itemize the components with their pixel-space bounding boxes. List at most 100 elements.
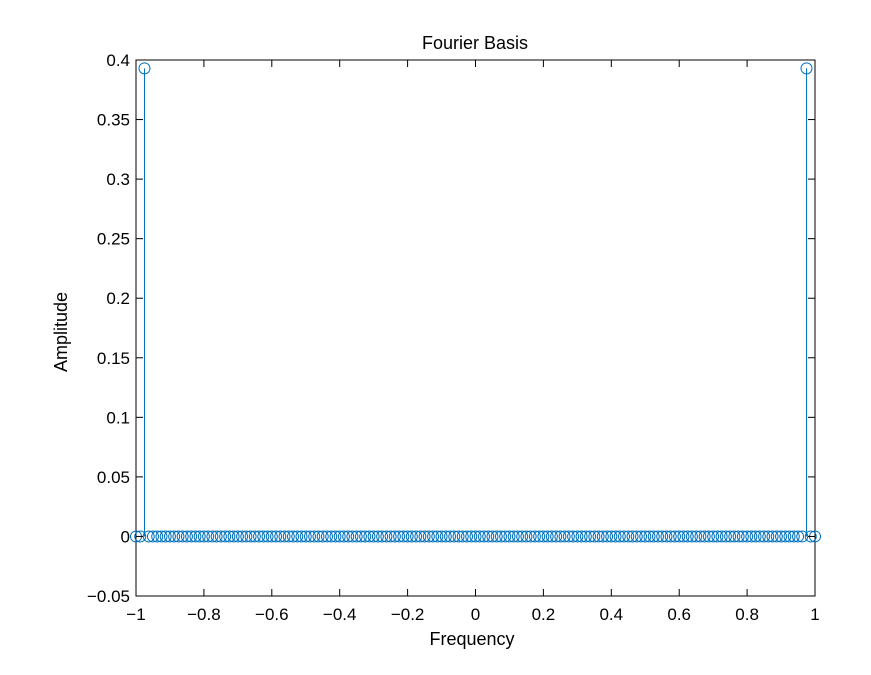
stem-marker	[223, 530, 236, 543]
y-axis-label: Amplitude	[51, 292, 71, 372]
x-tick-label: 0.6	[667, 605, 691, 624]
stem-marker	[393, 530, 406, 543]
stem-marker	[681, 530, 694, 543]
x-tick-label: −0.6	[255, 605, 289, 624]
stem-marker	[758, 530, 771, 543]
stem-marker	[295, 530, 308, 543]
stem-marker	[206, 530, 219, 543]
stem-marker	[202, 530, 215, 543]
x-tick-label: −1	[126, 605, 145, 624]
stem-marker	[558, 530, 571, 543]
stem-marker	[588, 530, 601, 543]
stem-marker	[397, 530, 410, 543]
stem-marker	[715, 530, 728, 543]
stem-marker	[303, 530, 316, 543]
stem-marker	[651, 530, 664, 543]
stem-marker	[732, 530, 745, 543]
stem-marker	[753, 530, 766, 543]
stem-marker	[244, 530, 257, 543]
stem-marker	[146, 530, 159, 543]
stem-marker	[711, 530, 724, 543]
x-tick-label: −0.2	[391, 605, 425, 624]
stem-marker	[664, 530, 677, 543]
stem-marker	[749, 530, 762, 543]
stem-marker	[185, 530, 198, 543]
stem-marker	[248, 530, 261, 543]
stem-marker	[804, 530, 817, 543]
stem-marker	[384, 530, 397, 543]
x-axis-label: Frequency	[429, 629, 514, 649]
stem-marker	[159, 530, 172, 543]
stem-marker	[571, 530, 584, 543]
stem-marker	[410, 530, 423, 543]
stem-marker	[567, 530, 580, 543]
stem-marker	[787, 530, 800, 543]
stem-marker	[354, 530, 367, 543]
y-tick-label: 0.35	[97, 111, 130, 130]
stem-marker	[719, 530, 732, 543]
stem-marker	[253, 530, 266, 543]
stem-marker	[448, 530, 461, 543]
stem-marker	[745, 530, 758, 543]
stem-marker	[405, 530, 418, 543]
stem-marker	[685, 530, 698, 543]
stem-marker	[545, 530, 558, 543]
stem-marker	[605, 530, 618, 543]
x-tick-label: 0	[471, 605, 480, 624]
stem-marker	[287, 530, 300, 543]
stem-marker	[274, 530, 287, 543]
chart-title: Fourier Basis	[422, 33, 528, 53]
y-tick-label: 0.3	[106, 170, 130, 189]
stem-marker	[210, 530, 223, 543]
stem-marker	[325, 530, 338, 543]
stem-marker	[528, 530, 541, 543]
stem-marker	[630, 530, 643, 543]
stem-marker	[503, 530, 516, 543]
stem-marker	[609, 530, 622, 543]
stem-marker	[618, 530, 631, 543]
stem-marker	[422, 530, 435, 543]
stem-marker	[282, 530, 295, 543]
stem-marker	[554, 530, 567, 543]
stem-marker	[363, 530, 376, 543]
stem-marker	[219, 530, 232, 543]
stem-marker	[770, 530, 783, 543]
stem-marker	[444, 530, 457, 543]
stem-marker	[401, 530, 414, 543]
stem-marker	[142, 530, 155, 543]
y-tick-label: 0	[121, 527, 130, 546]
stem-marker	[134, 530, 147, 543]
stem-marker	[337, 530, 350, 543]
stem-marker	[431, 530, 444, 543]
y-tick-label: 0.15	[97, 349, 130, 368]
stem-marker	[371, 530, 384, 543]
stem-marker	[541, 530, 554, 543]
stem-marker	[435, 530, 448, 543]
stem-marker	[265, 530, 278, 543]
stem-marker	[766, 530, 779, 543]
stem-marker	[172, 530, 185, 543]
stem-marker	[511, 530, 524, 543]
stem-marker	[270, 530, 283, 543]
stem-marker	[486, 530, 499, 543]
stem-marker	[507, 530, 520, 543]
stem-marker	[494, 530, 507, 543]
stem-marker	[427, 530, 440, 543]
x-tick-label: −0.8	[187, 605, 221, 624]
stem-marker	[439, 530, 452, 543]
stem-marker	[647, 530, 660, 543]
stem-marker	[227, 530, 240, 543]
stem-marker	[698, 530, 711, 543]
y-tick-label: −0.05	[87, 587, 130, 606]
stem-marker	[601, 530, 614, 543]
stem-marker	[783, 530, 796, 543]
stem-marker	[579, 530, 592, 543]
stem-marker	[312, 530, 325, 543]
stem-marker	[333, 530, 346, 543]
stem-marker	[350, 530, 363, 543]
stem-marker	[469, 530, 482, 543]
stem-marker	[533, 530, 546, 543]
stem-marker	[168, 530, 181, 543]
stem-marker	[707, 530, 720, 543]
